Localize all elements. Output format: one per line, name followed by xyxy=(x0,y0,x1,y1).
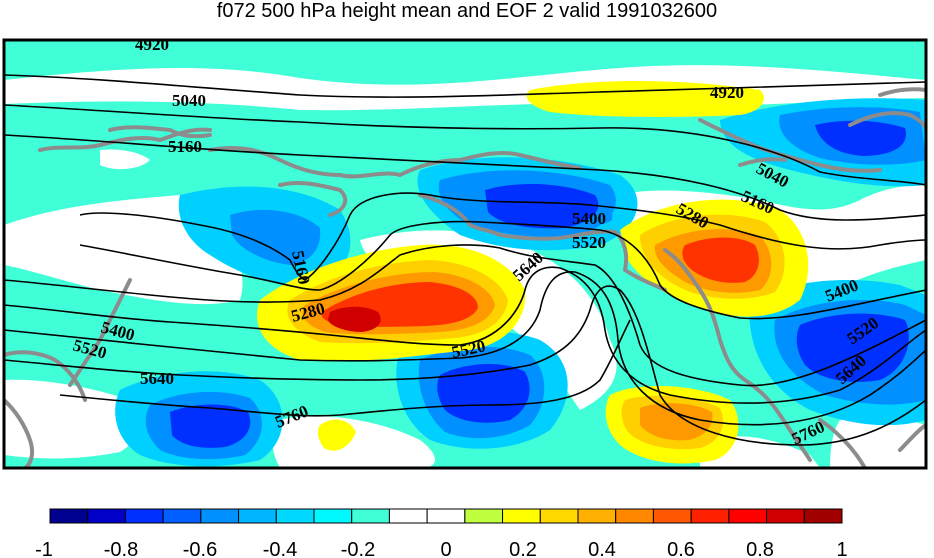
colorbar-tick-label: -0.8 xyxy=(104,539,138,558)
colorbar-swatch xyxy=(351,508,390,524)
colorbar-swatch xyxy=(577,508,617,524)
colorbar-tick-label: 1 xyxy=(836,539,847,558)
contour-label: 5640 xyxy=(140,369,174,388)
contour-label: 4920 xyxy=(710,83,744,102)
colorbar-labels: -1 -0.8 -0.6 -0.4 -0.2 0 0.2 0.4 0.6 0.8 1 xyxy=(35,539,847,558)
colorbar-swatch xyxy=(238,508,277,524)
contour-label: 5160 xyxy=(168,137,202,156)
colorbar-swatch xyxy=(49,508,89,524)
colorbar-tick-label: -0.6 xyxy=(183,539,217,558)
colorbar-swatch xyxy=(652,508,692,524)
colorbar-swatch xyxy=(766,508,805,524)
colorbar-swatch xyxy=(690,508,730,524)
colorbar xyxy=(49,508,843,524)
colorbar-swatch xyxy=(615,508,654,524)
colorbar-swatch xyxy=(162,508,202,524)
colorbar-tick-label: 0.2 xyxy=(509,539,537,558)
colorbar-tick-label: -0.4 xyxy=(263,539,297,558)
colorbar-swatch xyxy=(124,508,164,524)
colorbar-tick-label: -1 xyxy=(35,539,53,558)
colorbar-swatch xyxy=(728,508,768,524)
contour-label: 5040 xyxy=(172,91,206,110)
shading-deep-red-core xyxy=(328,306,381,332)
colorbar-swatch xyxy=(539,508,579,524)
colorbar-tick-label: 0.6 xyxy=(667,539,695,558)
coastlines xyxy=(4,87,926,468)
colorbar-swatch xyxy=(388,508,428,524)
contour-label: 5400 xyxy=(572,209,606,228)
colorbar-swatch xyxy=(275,508,315,524)
colorbar-swatch xyxy=(87,508,126,524)
colorbar-tick-label: -0.2 xyxy=(341,539,375,558)
colorbar-swatch xyxy=(464,508,504,524)
height-contours xyxy=(4,74,926,446)
contour-label: 5520 xyxy=(572,233,606,252)
colorbar-swatch xyxy=(502,508,541,524)
map-title: f072 500 hPa height mean and EOF 2 valid… xyxy=(216,0,718,22)
colorbar-swatch xyxy=(803,508,843,524)
colorbar-swatch xyxy=(313,508,353,524)
colorbar-tick-label: 0.8 xyxy=(746,539,774,558)
contour-label: 4920 xyxy=(135,35,169,54)
colorbar-tick-label: 0.4 xyxy=(588,539,616,558)
map-area: 4920 4920 5040 5040 5160 5160 5160 5280 … xyxy=(4,35,926,468)
colorbar-swatch xyxy=(200,508,240,524)
colorbar-swatch xyxy=(426,508,466,524)
map-frame xyxy=(2,38,928,470)
colorbar-tick-label: 0 xyxy=(440,539,451,558)
